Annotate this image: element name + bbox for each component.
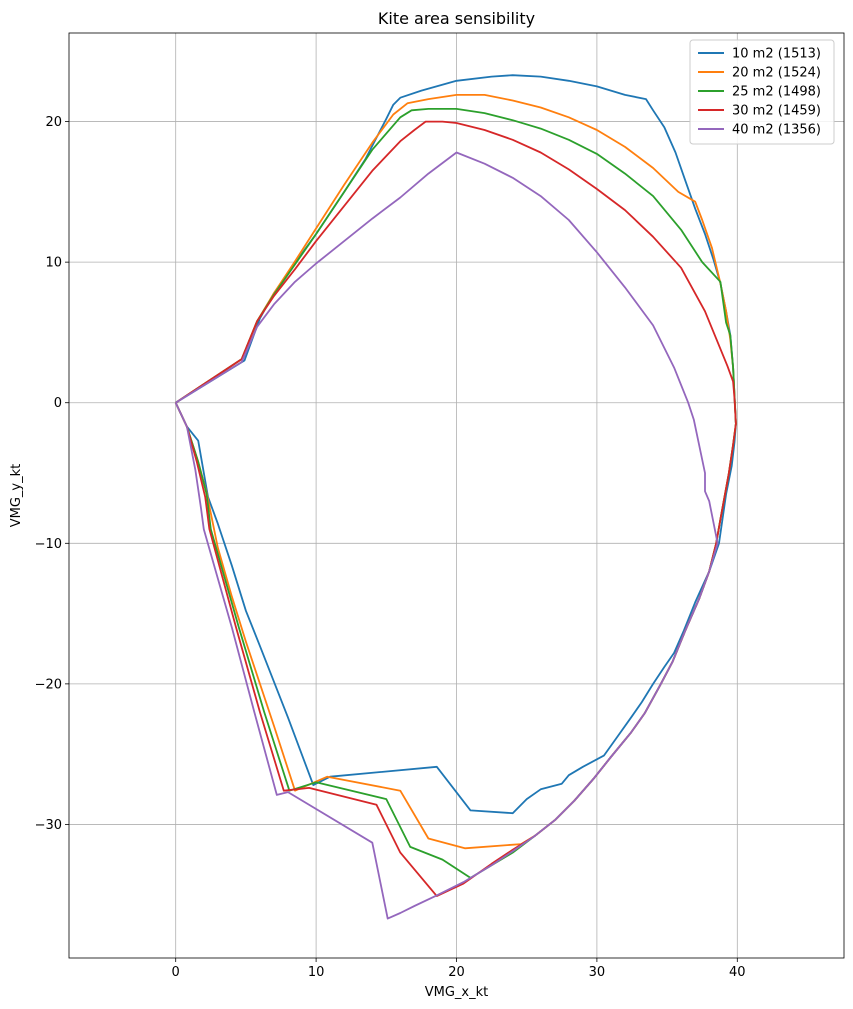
x-tick-label: 30: [589, 965, 606, 980]
ticks: 0 10 20 30 40 −30 −20 −10 0 10 20: [35, 115, 746, 980]
chart-title: Kite area sensibility: [378, 9, 535, 28]
y-tick-label: 20: [45, 115, 62, 130]
legend-label: 10 m2 (1513): [732, 47, 821, 62]
x-axis-title: VMG_x_kt: [425, 985, 489, 1000]
y-tick-label: −10: [35, 537, 62, 552]
series-line-4: [174, 120, 737, 897]
legend: 10 m2 (1513) 20 m2 (1524) 25 m2 (1498) 30 m…: [689, 39, 835, 145]
y-tick-label: 10: [45, 256, 62, 271]
x-tick-label: 10: [308, 965, 325, 980]
legend-label: 20 m2 (1524): [732, 66, 821, 81]
y-tick-label: 0: [54, 396, 62, 411]
series-line-5: [174, 151, 719, 920]
x-tick-label: 0: [172, 965, 180, 980]
x-tick-label: 20: [448, 965, 465, 980]
legend-label: 40 m2 (1356): [732, 123, 821, 138]
legend-box: [689, 39, 835, 145]
legend-label: 25 m2 (1498): [732, 85, 821, 100]
y-tick-label: −30: [35, 818, 62, 833]
y-axis-title: VMG_y_kt: [9, 464, 24, 528]
x-tick-label: 40: [729, 965, 746, 980]
y-tick-label: −20: [35, 677, 62, 692]
legend-label: 30 m2 (1459): [732, 104, 821, 119]
series-lines: [174, 74, 737, 920]
